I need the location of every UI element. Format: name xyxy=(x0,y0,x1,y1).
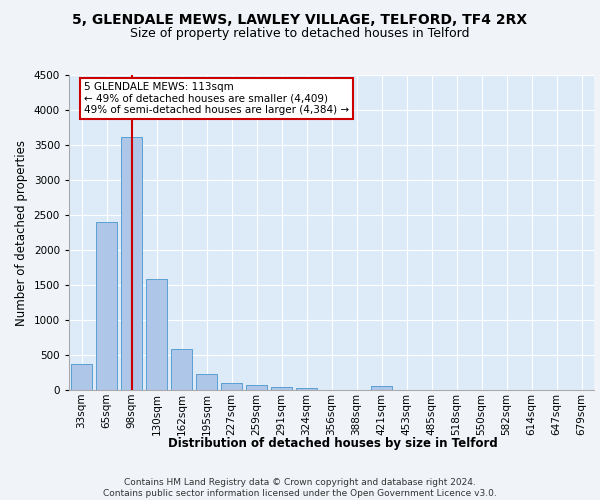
Bar xyxy=(371,386,392,390)
Bar xyxy=(171,348,192,390)
Bar xyxy=(271,387,292,390)
Bar xyxy=(296,388,317,390)
Text: Distribution of detached houses by size in Telford: Distribution of detached houses by size … xyxy=(168,438,498,450)
Bar xyxy=(71,364,92,390)
Bar xyxy=(96,222,117,390)
Bar xyxy=(196,374,217,390)
Text: 5, GLENDALE MEWS, LAWLEY VILLAGE, TELFORD, TF4 2RX: 5, GLENDALE MEWS, LAWLEY VILLAGE, TELFOR… xyxy=(73,12,527,26)
Bar xyxy=(221,382,242,390)
Bar xyxy=(146,280,167,390)
Y-axis label: Number of detached properties: Number of detached properties xyxy=(15,140,28,326)
Bar xyxy=(121,136,142,390)
Text: Size of property relative to detached houses in Telford: Size of property relative to detached ho… xyxy=(130,28,470,40)
Bar xyxy=(246,385,267,390)
Text: 5 GLENDALE MEWS: 113sqm
← 49% of detached houses are smaller (4,409)
49% of semi: 5 GLENDALE MEWS: 113sqm ← 49% of detache… xyxy=(84,82,349,115)
Text: Contains HM Land Registry data © Crown copyright and database right 2024.
Contai: Contains HM Land Registry data © Crown c… xyxy=(103,478,497,498)
